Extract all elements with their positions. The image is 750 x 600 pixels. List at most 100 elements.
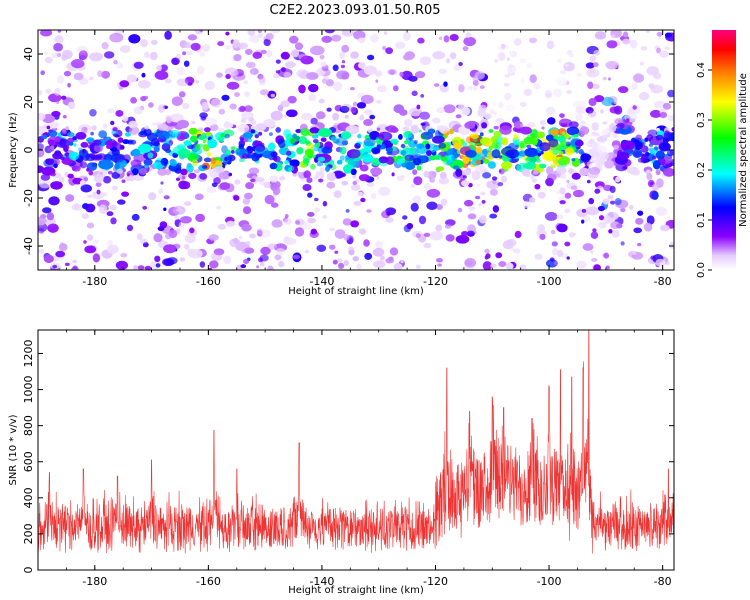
spectral-amplitude-blob xyxy=(142,205,148,210)
spectral-amplitude-blob xyxy=(539,233,546,240)
spectral-amplitude-blob xyxy=(98,130,108,139)
spectral-amplitude-blob xyxy=(164,30,172,40)
spectral-amplitude-blob xyxy=(667,89,674,98)
spectral-amplitude-blob xyxy=(233,195,240,201)
spectral-amplitude-blob xyxy=(629,39,638,49)
colorbar-tick-label: 0.4 xyxy=(696,62,707,78)
spectral-amplitude-blob xyxy=(430,177,435,182)
spectral-amplitude-blob xyxy=(426,150,432,156)
spectral-amplitude-blob xyxy=(206,152,211,158)
spectral-amplitude-blob xyxy=(300,128,310,136)
spectral-amplitude-blob xyxy=(585,62,595,69)
spectral-amplitude-blob xyxy=(195,80,199,84)
spectral-amplitude-blob xyxy=(241,153,250,159)
spectral-amplitude-blob xyxy=(534,184,541,190)
spectral-amplitude-blob xyxy=(519,58,526,64)
spectral-amplitude-blob xyxy=(241,224,252,232)
spectral-amplitude-blob xyxy=(364,109,373,115)
spectral-amplitude-blob xyxy=(412,169,418,176)
spectral-amplitude-blob xyxy=(176,67,186,76)
spectral-amplitude-blob xyxy=(341,72,349,80)
spectral-amplitude-blob xyxy=(307,217,317,224)
spectral-amplitude-blob xyxy=(112,127,118,132)
spectral-amplitude-blob xyxy=(126,224,134,231)
spectral-amplitude-blob xyxy=(264,194,275,205)
spectral-amplitude-blob xyxy=(203,157,212,163)
spectral-amplitude-blob xyxy=(263,181,272,189)
spectral-amplitude-blob xyxy=(40,214,47,219)
spectral-amplitude-blob xyxy=(400,150,407,156)
spectral-amplitude-blob xyxy=(138,79,151,89)
spectral-amplitude-blob xyxy=(415,233,421,238)
spectral-amplitude-blob xyxy=(561,131,566,136)
spectral-amplitude-blob xyxy=(378,156,389,164)
spectral-amplitude-blob xyxy=(310,45,325,56)
spectral-amplitude-blob xyxy=(38,179,52,189)
spectral-amplitude-blob xyxy=(57,75,64,84)
spectral-amplitude-blob xyxy=(650,255,657,260)
spectral-amplitude-blob xyxy=(513,121,523,129)
spectral-amplitude-blob xyxy=(332,112,339,121)
spectral-amplitude-blob xyxy=(607,217,615,223)
spectral-amplitude-blob xyxy=(55,250,66,258)
spectral-amplitude-blob xyxy=(479,132,484,137)
spectral-amplitude-blob xyxy=(363,119,374,126)
spectral-amplitude-blob xyxy=(94,173,104,183)
spectral-amplitude-blob xyxy=(587,179,591,184)
spectral-amplitude-blob xyxy=(560,69,566,75)
spectral-amplitude-blob xyxy=(437,263,442,267)
spectral-amplitude-blob xyxy=(265,50,273,57)
spectral-amplitude-blob xyxy=(375,240,383,250)
spectral-amplitude-blob xyxy=(498,169,502,173)
spectral-amplitude-blob xyxy=(546,106,556,115)
spectral-amplitude-blob xyxy=(38,248,45,254)
spectral-amplitude-blob xyxy=(436,107,445,113)
spectral-amplitude-blob xyxy=(382,45,386,51)
spectral-amplitude-blob xyxy=(616,122,625,129)
spectral-amplitude-blob xyxy=(68,141,74,146)
spectral-amplitude-blob xyxy=(48,139,55,146)
spectral-amplitude-blob xyxy=(62,128,67,133)
spectral-amplitude-blob xyxy=(358,174,370,182)
spectral-amplitude-blob xyxy=(262,150,274,159)
spectral-amplitude-blob xyxy=(556,190,561,195)
spectral-amplitude-blob xyxy=(83,240,87,244)
spectral-amplitude-blob xyxy=(415,264,421,269)
spectral-amplitude-blob xyxy=(283,129,291,138)
spectral-amplitude-blob xyxy=(371,147,381,154)
spectral-amplitude-blob xyxy=(61,157,74,165)
spectral-amplitude-blob xyxy=(501,161,512,170)
spectral-amplitude-blob xyxy=(176,133,186,142)
spectral-amplitude-blob xyxy=(588,167,601,175)
spectral-amplitude-blob xyxy=(581,209,587,213)
spectral-amplitude-blob xyxy=(534,253,543,260)
spectral-amplitude-blob xyxy=(268,132,273,137)
spectral-amplitude-blob xyxy=(179,91,186,98)
spectral-amplitude-blob xyxy=(239,158,246,163)
spectral-amplitude-blob xyxy=(593,264,601,270)
spectral-amplitude-blob xyxy=(52,264,58,269)
spectral-amplitude-blob xyxy=(294,42,304,51)
spectral-amplitude-blob xyxy=(50,145,55,150)
spectral-amplitude-blob xyxy=(119,45,131,53)
spectral-amplitude-blob xyxy=(204,117,217,127)
spectral-amplitude-blob xyxy=(416,104,421,110)
spectrogram-y-tick-label: 40 xyxy=(22,47,35,61)
spectral-amplitude-blob xyxy=(92,239,99,245)
spectral-amplitude-blob xyxy=(188,172,197,179)
spectral-amplitude-blob xyxy=(350,220,359,228)
spectral-amplitude-blob xyxy=(147,152,154,159)
spectral-amplitude-blob xyxy=(183,140,192,146)
spectral-amplitude-blob xyxy=(531,178,538,183)
spectral-amplitude-blob xyxy=(271,219,283,228)
spectral-amplitude-blob xyxy=(289,159,300,168)
spectral-amplitude-blob xyxy=(199,112,208,119)
spectral-amplitude-blob xyxy=(46,125,51,130)
spectral-amplitude-blob xyxy=(539,163,547,169)
spectral-amplitude-blob xyxy=(245,61,256,69)
spectral-amplitude-blob xyxy=(524,147,539,158)
spectral-amplitude-blob xyxy=(298,84,306,94)
spectral-amplitude-blob xyxy=(191,120,196,125)
snr-y-tick-label: 400 xyxy=(22,487,35,508)
spectral-amplitude-blob xyxy=(170,159,178,167)
